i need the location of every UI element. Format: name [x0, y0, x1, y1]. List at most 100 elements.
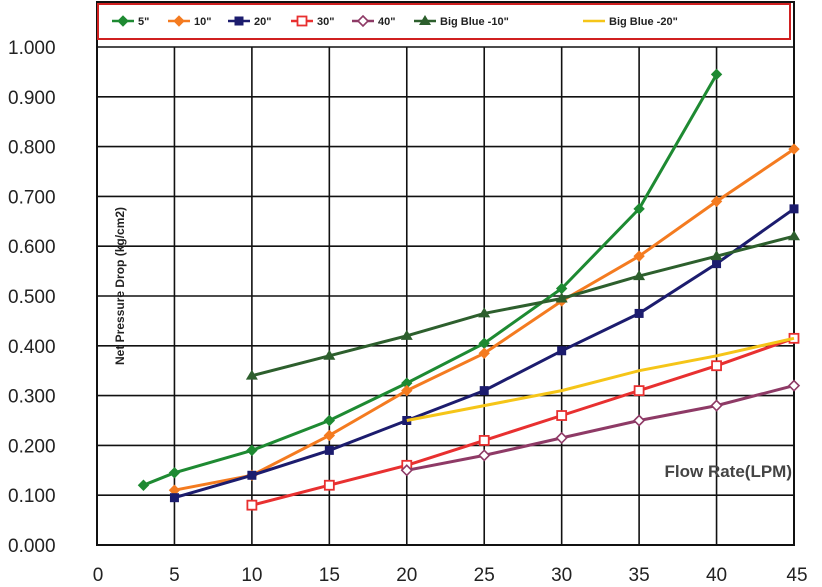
legend-item: 20": [228, 16, 271, 28]
data-point: [710, 68, 723, 81]
legend-item: Big Blue -20": [583, 16, 678, 28]
data-point: [788, 143, 800, 155]
y-tick-label: 0.600: [8, 237, 56, 258]
x-tick-label: 15: [319, 565, 340, 586]
data-point: [245, 369, 258, 380]
legend-item: 5": [112, 15, 149, 28]
series-line: [251, 336, 795, 507]
data-point: [401, 384, 413, 397]
y-tick-label: 0.700: [8, 187, 56, 208]
legend-item: 30": [291, 15, 334, 28]
legend-item: 40": [352, 14, 395, 28]
data-point: [712, 259, 722, 269]
legend: 5" 10" 20" 30" 40" Big Blue -10" Big Blue -20": [97, 3, 791, 40]
series-big-blue-20: [406, 336, 795, 422]
data-point: [710, 195, 723, 208]
series-line: [406, 384, 795, 472]
y-tick-label: 0.200: [8, 436, 56, 457]
x-tick-label: 10: [241, 565, 262, 586]
legend-item: Big Blue -10": [414, 15, 509, 28]
y-tick-label: 0.000: [8, 536, 56, 557]
legend-label: 5": [138, 16, 149, 28]
data-point: [117, 15, 129, 27]
data-point: [633, 385, 645, 397]
grid-lines: [97, 46, 795, 546]
legend-label: 20": [254, 16, 271, 28]
data-point: [137, 479, 150, 491]
legend-label: 10": [194, 16, 211, 28]
legend-label: Big Blue -10": [440, 16, 509, 28]
data-point: [246, 499, 258, 511]
data-point: [634, 308, 644, 318]
x-tick-label: 35: [629, 565, 650, 586]
series-lines: [137, 68, 801, 511]
series-20: [169, 204, 799, 503]
data-point: [246, 444, 258, 457]
y-tick-label: 0.500: [8, 287, 56, 308]
data-point: [478, 435, 490, 446]
data-point: [169, 493, 179, 503]
x-tick-label: 40: [706, 565, 727, 586]
data-point: [234, 16, 244, 26]
y-tick-label: 0.400: [8, 337, 56, 358]
x-axis-title: Flow Rate(LPM): [665, 462, 793, 481]
data-point: [710, 399, 723, 412]
x-tick-label: 30: [551, 565, 572, 586]
y-tick-label: 0.800: [8, 138, 56, 159]
legend-box: [97, 3, 791, 40]
data-point: [323, 429, 336, 442]
x-tick-label: 25: [474, 565, 495, 586]
data-point: [247, 470, 257, 480]
plot-frame: [96, 1, 795, 546]
data-point: [324, 445, 334, 455]
data-point: [633, 203, 645, 215]
series-big-blue-10: [245, 230, 800, 380]
y-tick-label: 0.900: [8, 88, 56, 109]
data-point: [557, 346, 567, 356]
data-point: [296, 15, 308, 27]
data-point: [633, 250, 645, 262]
data-point: [556, 410, 568, 421]
data-point: [710, 250, 723, 261]
series-line: [251, 234, 795, 378]
data-point: [633, 270, 646, 281]
y-tick-label: 0.300: [8, 387, 56, 408]
data-point: [356, 14, 370, 28]
data-point: [419, 15, 431, 25]
data-point: [555, 431, 568, 445]
data-point: [323, 479, 335, 491]
data-point: [173, 15, 185, 27]
data-point: [323, 349, 336, 360]
x-tick-label: 45: [786, 565, 807, 586]
data-point: [478, 449, 491, 462]
y-tick-label: 1.000: [8, 38, 56, 59]
x-tick-label: 0: [93, 565, 104, 586]
legend-label: 30": [317, 16, 334, 28]
data-point: [323, 414, 336, 427]
data-point: [479, 386, 489, 396]
series-10: [168, 143, 800, 496]
y-tick-label: 0.100: [8, 486, 56, 507]
series-line: [406, 336, 795, 422]
x-tick-label: 5: [169, 565, 180, 586]
legend-label: Big Blue -20": [609, 16, 678, 28]
data-point: [400, 329, 413, 340]
x-tick-labels: 0 5 10 15 20 25 30 35 40 45: [93, 565, 808, 586]
x-tick-label: 20: [396, 565, 417, 586]
data-point: [400, 464, 413, 477]
series-5: [137, 68, 723, 491]
data-point: [787, 379, 801, 392]
legend-label: 40": [378, 16, 395, 28]
legend-item: 10": [168, 15, 211, 28]
y-axis-title: Net Pressure Drop (kg/cm2): [113, 207, 127, 365]
data-point: [168, 467, 181, 479]
data-point: [478, 307, 491, 318]
plot-border: [96, 1, 795, 546]
data-point: [632, 414, 646, 427]
data-point: [711, 360, 722, 372]
data-point: [789, 204, 799, 214]
series-40: [400, 379, 801, 477]
data-point: [402, 416, 412, 425]
data-point: [555, 292, 568, 303]
